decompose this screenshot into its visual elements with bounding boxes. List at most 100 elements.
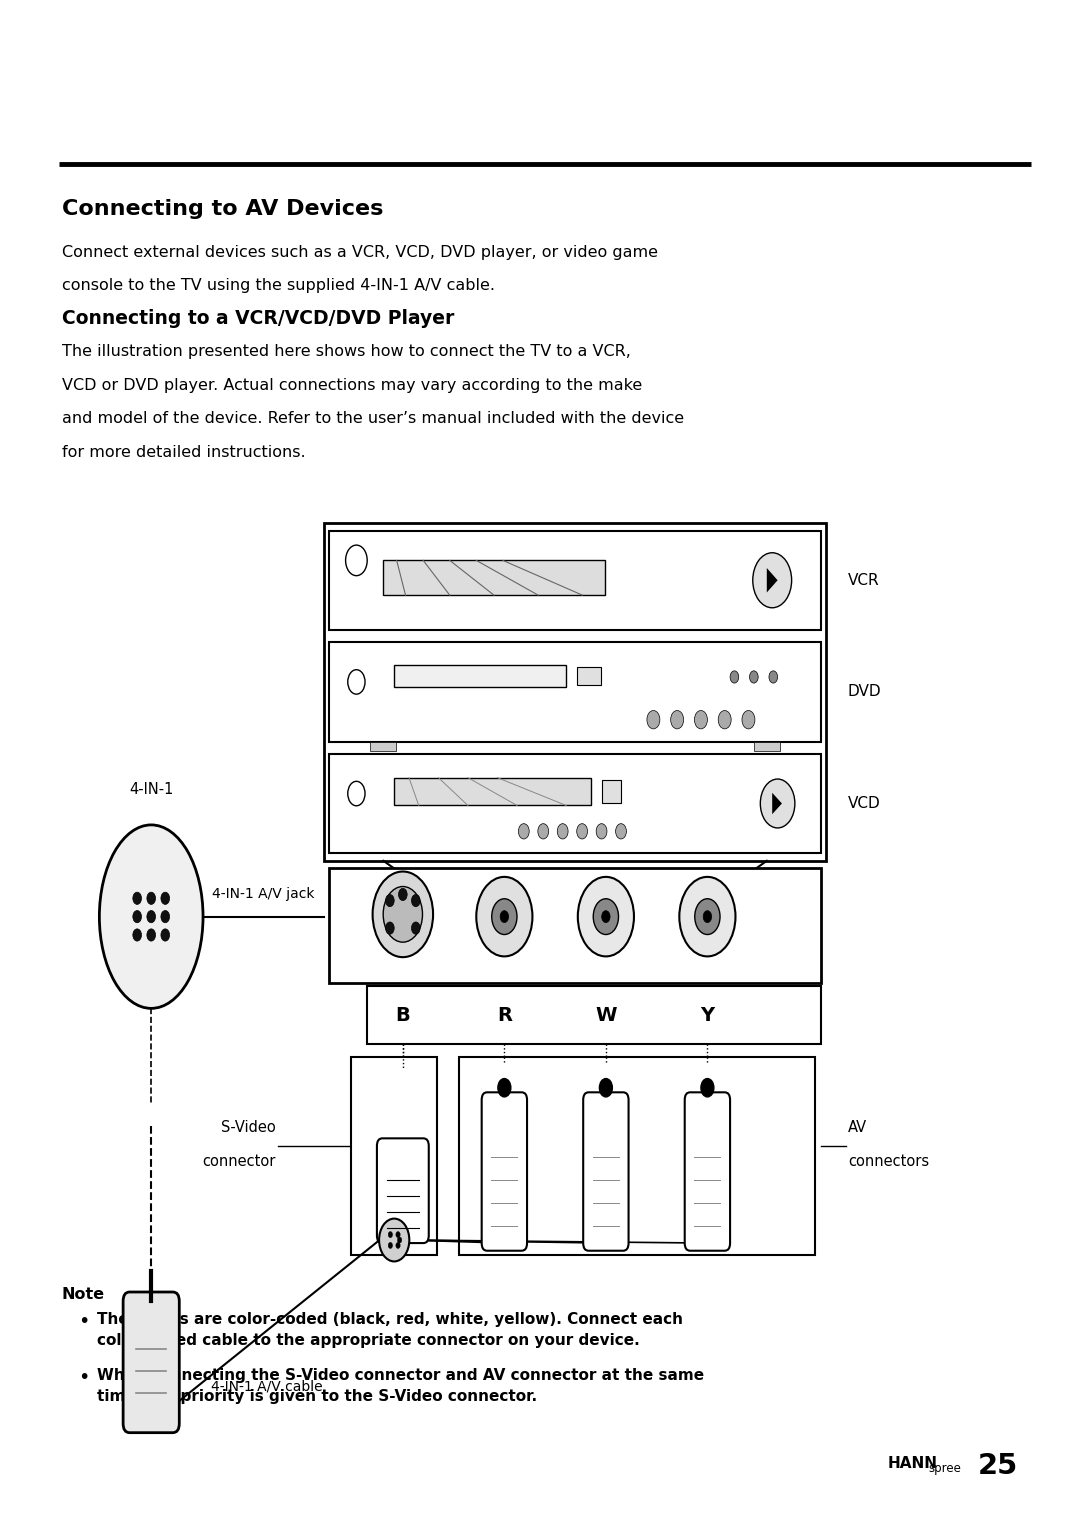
FancyBboxPatch shape (583, 1092, 629, 1251)
Text: Connecting to AV Devices: Connecting to AV Devices (62, 199, 383, 219)
Circle shape (161, 910, 170, 922)
Bar (459, 1057, 815, 1255)
Text: Note: Note (62, 1287, 105, 1303)
Circle shape (671, 711, 684, 729)
Bar (394, 665, 566, 687)
Circle shape (742, 711, 755, 729)
Bar (329, 754, 821, 853)
Circle shape (396, 1243, 401, 1249)
Circle shape (518, 824, 529, 839)
FancyBboxPatch shape (482, 1092, 527, 1251)
FancyBboxPatch shape (685, 1092, 730, 1251)
Bar (383, 560, 605, 595)
Circle shape (577, 824, 588, 839)
Text: B: B (395, 1006, 410, 1024)
Circle shape (346, 544, 367, 575)
Circle shape (599, 1078, 612, 1096)
Circle shape (498, 1078, 511, 1096)
Circle shape (750, 671, 758, 683)
Circle shape (348, 781, 365, 806)
Text: console to the TV using the supplied 4-IN-1 A/V cable.: console to the TV using the supplied 4-I… (62, 278, 495, 294)
Bar (351, 1057, 437, 1255)
Circle shape (161, 891, 170, 904)
Circle shape (718, 711, 731, 729)
Circle shape (703, 911, 712, 922)
Text: connector: connector (202, 1154, 275, 1168)
FancyBboxPatch shape (377, 1138, 429, 1243)
Circle shape (373, 872, 433, 957)
Text: The illustration presented here shows how to connect the TV to a VCR,: The illustration presented here shows ho… (62, 344, 631, 359)
Circle shape (379, 1219, 409, 1261)
Circle shape (388, 1231, 392, 1237)
Circle shape (348, 670, 365, 694)
Bar (577, 667, 600, 685)
Polygon shape (772, 792, 782, 813)
Text: connectors: connectors (848, 1154, 929, 1168)
Text: W: W (595, 1006, 617, 1024)
Text: DVD: DVD (848, 685, 881, 699)
Circle shape (557, 824, 568, 839)
Circle shape (730, 671, 739, 683)
Circle shape (161, 928, 170, 940)
Text: AV: AV (848, 1121, 867, 1135)
Circle shape (616, 824, 626, 839)
Text: VCD or DVD player. Actual connections may vary according to the make: VCD or DVD player. Actual connections ma… (62, 378, 642, 393)
Text: 25: 25 (977, 1453, 1017, 1480)
Bar (394, 778, 591, 806)
Text: •: • (78, 1368, 90, 1387)
Text: and model of the device. Refer to the user’s manual included with the device: and model of the device. Refer to the us… (62, 411, 684, 427)
Text: 4-IN-1 A/V cable: 4-IN-1 A/V cable (211, 1379, 322, 1394)
Polygon shape (767, 567, 778, 592)
Circle shape (386, 922, 394, 934)
Bar (329, 868, 821, 983)
Circle shape (388, 1243, 392, 1249)
Circle shape (753, 552, 792, 607)
Text: Connecting to a VCR/VCD/DVD Player: Connecting to a VCR/VCD/DVD Player (62, 309, 454, 327)
Circle shape (133, 928, 141, 940)
Circle shape (147, 910, 156, 922)
Circle shape (694, 711, 707, 729)
Circle shape (133, 910, 141, 922)
Circle shape (147, 928, 156, 940)
Circle shape (386, 894, 394, 907)
Text: 4-IN-1: 4-IN-1 (129, 783, 174, 797)
Circle shape (578, 876, 634, 957)
Ellipse shape (99, 824, 203, 1009)
Circle shape (701, 1078, 714, 1096)
Text: R: R (497, 1006, 512, 1024)
Bar (324, 523, 826, 861)
Circle shape (133, 891, 141, 904)
Circle shape (397, 1237, 402, 1243)
Bar (602, 780, 621, 803)
Circle shape (593, 899, 619, 934)
Text: The cables are color-coded (black, red, white, yellow). Connect each
color-coded: The cables are color-coded (black, red, … (97, 1312, 684, 1349)
Bar (754, 742, 780, 751)
Text: Y: Y (700, 1006, 715, 1024)
Circle shape (476, 876, 532, 957)
Circle shape (647, 711, 660, 729)
Text: HANN: HANN (888, 1456, 937, 1471)
Text: VCD: VCD (848, 797, 880, 810)
Circle shape (596, 824, 607, 839)
Circle shape (399, 888, 407, 901)
Circle shape (411, 894, 420, 907)
Circle shape (538, 824, 549, 839)
Bar (367, 986, 821, 1044)
Circle shape (760, 778, 795, 827)
Circle shape (500, 911, 509, 922)
Circle shape (383, 887, 422, 942)
Circle shape (769, 671, 778, 683)
Text: for more detailed instructions.: for more detailed instructions. (62, 445, 306, 460)
Text: •: • (78, 1312, 90, 1330)
Circle shape (396, 1231, 401, 1237)
Circle shape (679, 876, 735, 957)
Bar (329, 531, 821, 630)
Text: VCR: VCR (848, 573, 879, 587)
Circle shape (602, 911, 610, 922)
Circle shape (411, 922, 420, 934)
Text: S-Video: S-Video (220, 1121, 275, 1135)
Bar (370, 742, 396, 751)
Circle shape (694, 899, 720, 934)
Bar (329, 642, 821, 742)
Text: When connecting the S-Video connector and AV connector at the same
time, the pri: When connecting the S-Video connector an… (97, 1368, 704, 1405)
